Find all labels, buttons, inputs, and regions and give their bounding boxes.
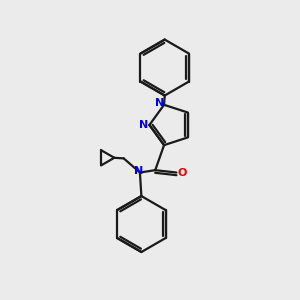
Text: N: N — [155, 98, 164, 108]
Text: O: O — [177, 167, 186, 178]
Text: N: N — [134, 166, 144, 176]
Text: N: N — [140, 120, 149, 130]
